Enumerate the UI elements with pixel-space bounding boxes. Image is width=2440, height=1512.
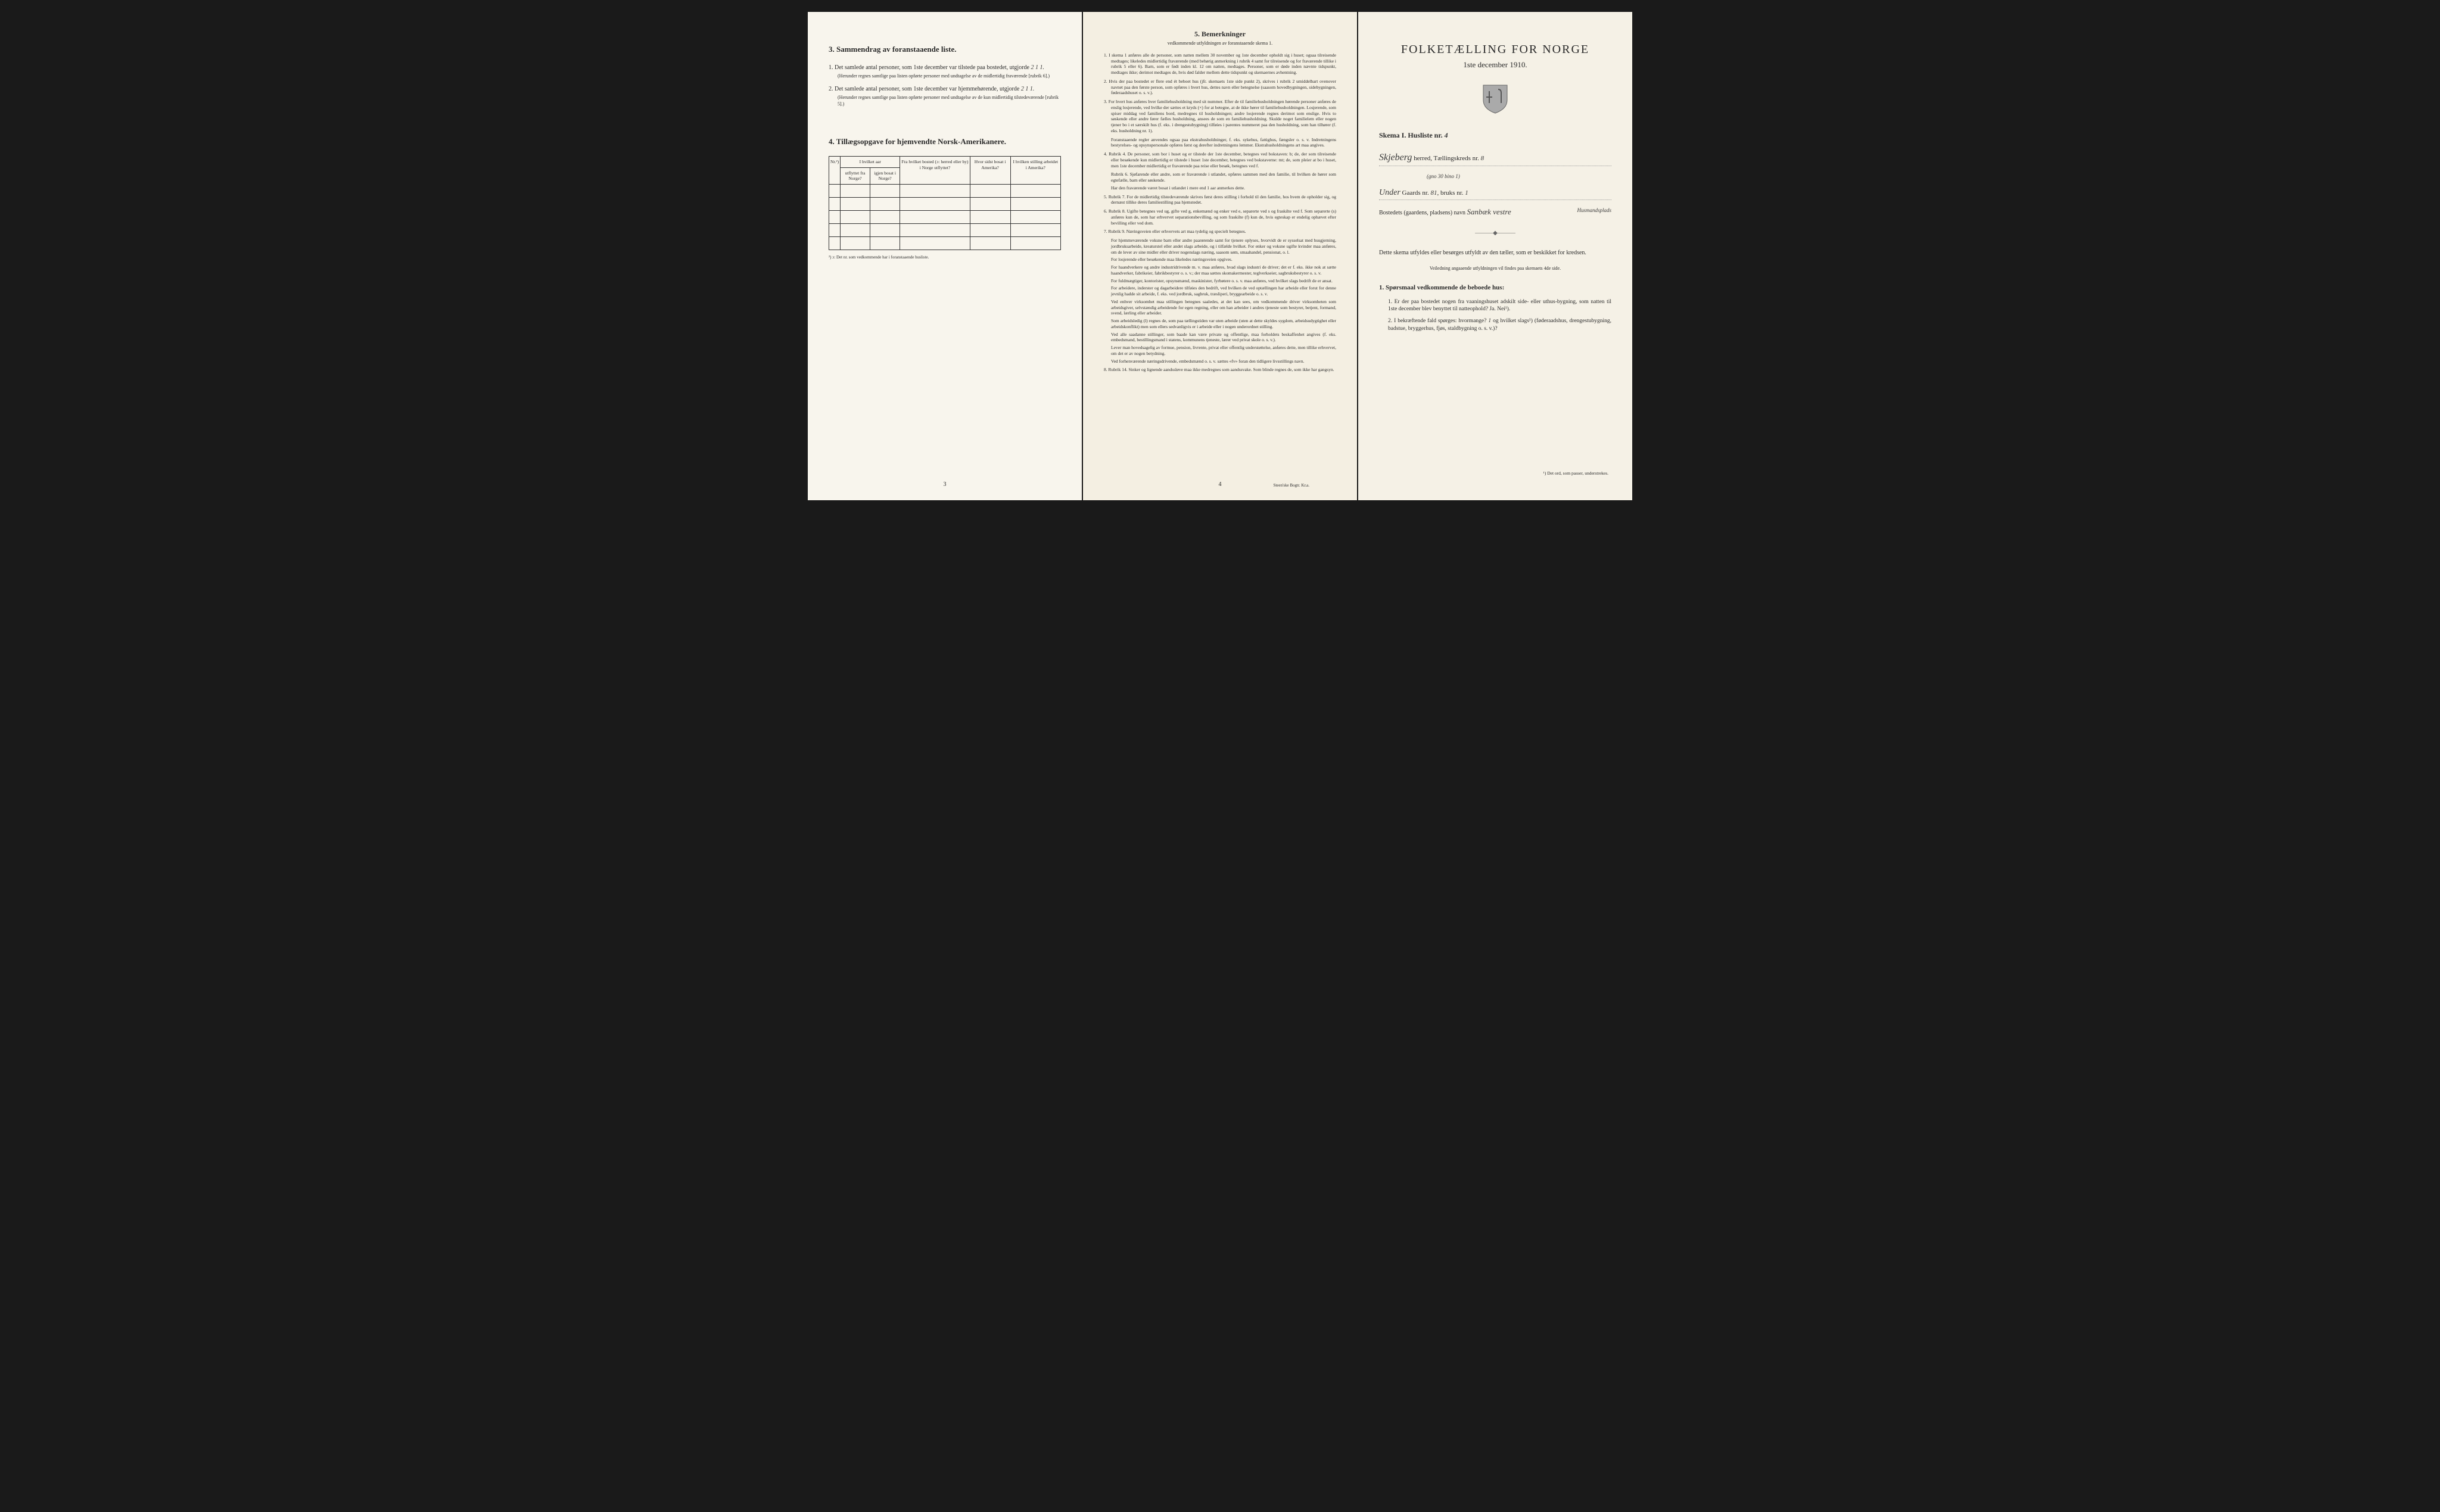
page-number: 3 xyxy=(944,481,947,488)
remark-2: 2. Hvis der paa bostedet er flere end ét… xyxy=(1104,79,1336,96)
section-3-title: 3. Sammendrag av foranstaaende liste. xyxy=(829,45,1061,55)
table-row xyxy=(829,224,1061,237)
remark-5: 5. Rubrik 7. For de midlertidig tilstede… xyxy=(1104,194,1336,206)
sporsmaal-title: 1. Spørsmaal vedkommende de beboede hus: xyxy=(1379,283,1611,292)
bosted-name: Sanbæk vestre xyxy=(1467,207,1511,216)
hvormange-value: 1 xyxy=(1488,318,1491,324)
instructions-text: Dette skema utfyldes eller besørges utfy… xyxy=(1379,249,1611,257)
remark-8: 8. Rubrik 14. Sinker og lignende aandssl… xyxy=(1104,367,1336,373)
decorative-divider: ———◆——— xyxy=(1379,229,1611,237)
husliste-nr: 4 xyxy=(1445,131,1448,139)
page-4: 5. Bemerkninger vedkommende utfyldningen… xyxy=(1083,12,1357,500)
table-footnote: ²) ɔ: Det nr. som vedkommende har i fora… xyxy=(829,255,1061,260)
remark-7: 7. Rubrik 9. Næringsveien eller erhverve… xyxy=(1104,229,1336,235)
veiledning-text: Veiledning angaaende utfyldningen vil fi… xyxy=(1379,266,1611,272)
remark-4b: Rubrik 6. Sjøfarende eller andre, som er… xyxy=(1104,172,1336,183)
under-label: Under xyxy=(1379,188,1400,197)
th-utflyttet: utflyttet fra Norge? xyxy=(841,167,870,185)
remark-7c: For haandverkere og andre industridriven… xyxy=(1104,264,1336,276)
th-igjen: igjen bosat i Norge? xyxy=(870,167,900,185)
table-row xyxy=(829,185,1061,198)
remark-4c: Har den fraværende været bosat i utlande… xyxy=(1104,185,1336,191)
item-1-note: (Herunder regnes samtlige paa listen opf… xyxy=(838,73,1061,79)
th-amerika-bosat: Hvor sidst bosat i Amerika? xyxy=(970,156,1010,184)
remark-7a: For hjemmeværende voksne barn eller andr… xyxy=(1104,238,1336,255)
census-date: 1ste december 1910. xyxy=(1379,60,1611,70)
item-2-note: (Herunder regnes samtlige paa listen opf… xyxy=(838,95,1061,107)
th-nr: Nr.²) xyxy=(829,156,841,184)
census-document: 3. Sammendrag av foranstaaende liste. 1.… xyxy=(808,12,1632,500)
main-title: FOLKETÆLLING FOR NORGE xyxy=(1379,42,1611,57)
table-row xyxy=(829,237,1061,250)
bosted-note: Husmandsplads xyxy=(1577,207,1611,214)
kreds-nr: 8 xyxy=(1481,155,1484,162)
remark-7e: For arbeidere, inderster og dagarbeidere… xyxy=(1104,285,1336,297)
gaards-line: Under Gaards nr. 81, bruks nr. 1 xyxy=(1379,188,1611,200)
page-3: 3. Sammendrag av foranstaaende liste. 1.… xyxy=(808,12,1082,500)
herred-line: Skjeberg herred, Tællingskreds nr. 8 xyxy=(1379,152,1611,166)
bemerkninger-subtitle: vedkommende utfyldningen av foranstaaend… xyxy=(1104,40,1336,46)
bosted-line: Bostedets (gaardens, pladsens) navn Sanb… xyxy=(1379,207,1611,217)
coat-of-arms-icon xyxy=(1379,82,1611,122)
th-aar: I hvilket aar xyxy=(841,156,900,167)
question-2: 2. I bekræftende fald spørges: hvormange… xyxy=(1388,317,1611,332)
remark-3b: Foranstaaende regler anvendes ogsaa paa … xyxy=(1104,137,1336,149)
table-row xyxy=(829,211,1061,224)
remark-3: 3. For hvert hus anføres hver familiehus… xyxy=(1104,99,1336,134)
remark-7g: Som arbeidsledig (l) regnes de, som paa … xyxy=(1104,318,1336,330)
publisher: Steen'ske Bogtr. Kr.a. xyxy=(1273,483,1309,488)
remark-7i: Lever man hovedsagelig av formue, pensio… xyxy=(1104,345,1336,357)
bruks-nr: 1 xyxy=(1465,189,1468,197)
gaards-nr: 81 xyxy=(1431,189,1437,197)
summary-item-1: 1. Det samlede antal personer, som 1ste … xyxy=(829,64,1061,79)
remark-1: 1. I skema 1 anføres alle de personer, s… xyxy=(1104,52,1336,76)
th-stilling: I hvilken stilling arbeidet i Amerika? xyxy=(1010,156,1060,184)
remark-6: 6. Rubrik 8. Ugifte betegnes ved ug, gif… xyxy=(1104,208,1336,226)
th-bosted: Fra hvilket bosted (ɔ: herred eller by) … xyxy=(900,156,970,184)
remark-7b: For losjerende eller besøkende maa likel… xyxy=(1104,257,1336,263)
remark-7f: Ved enhver virksomhet maa stillingen bet… xyxy=(1104,299,1336,316)
bemerkninger-title: 5. Bemerkninger xyxy=(1104,30,1336,39)
table-row xyxy=(829,198,1061,211)
summary-item-2: 2. Det samlede antal personer, som 1ste … xyxy=(829,85,1061,107)
question-1: 1. Er der paa bostedet nogen fra vaaning… xyxy=(1388,298,1611,313)
tilstede-count: 2 1 1. xyxy=(1031,64,1044,71)
hjemmehorende-count: 2 1 1. xyxy=(1021,86,1035,92)
amerikanere-table: Nr.²) I hvilket aar Fra hvilket bosted (… xyxy=(829,156,1061,250)
skema-line: Skema I. Husliste nr. 4 xyxy=(1379,131,1611,141)
herred-name: Skjeberg xyxy=(1379,152,1412,163)
remark-4: 4. Rubrik 4. De personer, som bor i huse… xyxy=(1104,151,1336,169)
remark-7j: Ved forhenværende næringsdrivende, embed… xyxy=(1104,358,1336,364)
remark-7h: Ved alle saadanne stillinger, som baade … xyxy=(1104,332,1336,344)
footnote-3: ¹) Det ord, som passer, understrekes. xyxy=(1543,470,1608,476)
section-4-title: 4. Tillægsopgave for hjemvendte Norsk-Am… xyxy=(829,137,1061,147)
page-number: 4 xyxy=(1219,481,1222,488)
page-title: FOLKETÆLLING FOR NORGE 1ste december 191… xyxy=(1358,12,1632,500)
remark-7d: For fuldmægtiger, kontorister, opsynsmæn… xyxy=(1104,278,1336,284)
gno-note: (gno 30 bino 1) xyxy=(1427,173,1611,180)
